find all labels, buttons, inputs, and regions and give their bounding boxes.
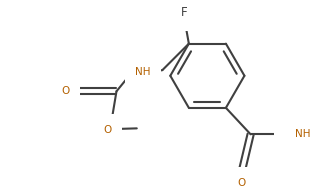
Text: F: F bbox=[181, 6, 188, 19]
Text: NH: NH bbox=[135, 67, 151, 77]
Text: O: O bbox=[238, 177, 246, 187]
Text: O: O bbox=[62, 86, 70, 96]
Text: O: O bbox=[104, 125, 112, 135]
Text: NH₂: NH₂ bbox=[295, 129, 311, 139]
